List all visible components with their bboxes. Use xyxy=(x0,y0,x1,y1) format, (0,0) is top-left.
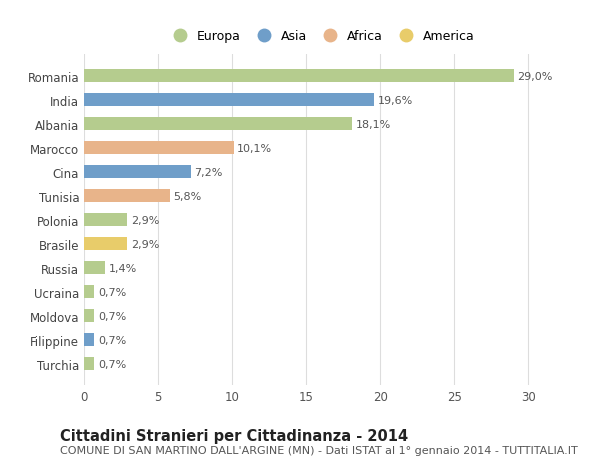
Bar xyxy=(84,94,374,107)
Text: 2,9%: 2,9% xyxy=(131,215,159,225)
Bar xyxy=(84,358,94,370)
Text: 0,7%: 0,7% xyxy=(98,359,127,369)
Bar xyxy=(84,333,94,347)
Bar xyxy=(84,309,94,323)
Text: 10,1%: 10,1% xyxy=(238,144,272,153)
Bar xyxy=(84,70,514,83)
Text: 18,1%: 18,1% xyxy=(356,120,391,129)
Text: 1,4%: 1,4% xyxy=(109,263,137,273)
Text: COMUNE DI SAN MARTINO DALL'ARGINE (MN) - Dati ISTAT al 1° gennaio 2014 - TUTTITA: COMUNE DI SAN MARTINO DALL'ARGINE (MN) -… xyxy=(60,445,578,455)
Bar xyxy=(84,142,233,155)
Text: 5,8%: 5,8% xyxy=(173,191,202,202)
Text: 7,2%: 7,2% xyxy=(194,168,223,178)
Bar xyxy=(84,190,170,203)
Text: Cittadini Stranieri per Cittadinanza - 2014: Cittadini Stranieri per Cittadinanza - 2… xyxy=(60,428,408,443)
Bar xyxy=(84,214,127,227)
Text: 2,9%: 2,9% xyxy=(131,239,159,249)
Text: 0,7%: 0,7% xyxy=(98,287,127,297)
Bar xyxy=(84,238,127,251)
Text: 0,7%: 0,7% xyxy=(98,335,127,345)
Text: 29,0%: 29,0% xyxy=(517,72,553,82)
Text: 0,7%: 0,7% xyxy=(98,311,127,321)
Bar xyxy=(84,285,94,299)
Legend: Europa, Asia, Africa, America: Europa, Asia, Africa, America xyxy=(162,25,480,48)
Text: 19,6%: 19,6% xyxy=(378,95,413,106)
Bar xyxy=(84,166,191,179)
Bar xyxy=(84,262,105,275)
Bar xyxy=(84,118,352,131)
